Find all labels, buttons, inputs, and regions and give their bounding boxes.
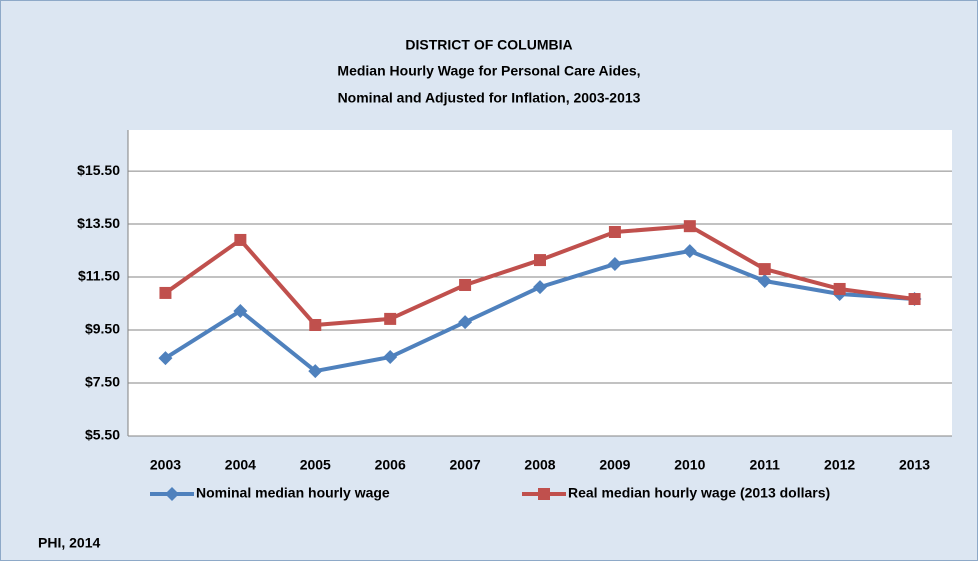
- y-tick-label: $7.50: [85, 374, 120, 390]
- y-tick-label: $11.50: [78, 268, 120, 284]
- data-point: [459, 278, 472, 291]
- data-point: [234, 233, 247, 246]
- data-point: [309, 318, 322, 331]
- chart-title: DISTRICT OF COLUMBIA: [405, 37, 572, 53]
- x-tick-label: 2011: [750, 457, 781, 473]
- data-point: [607, 257, 622, 272]
- data-point: [908, 293, 921, 306]
- x-tick-label: 2007: [450, 457, 481, 473]
- x-tick-label: 2010: [674, 457, 705, 473]
- x-tick-label: 2013: [899, 457, 930, 473]
- x-tick-label: 2012: [824, 457, 855, 473]
- data-point: [833, 282, 846, 295]
- data-point: [233, 303, 248, 318]
- x-tick-label: 2003: [150, 457, 181, 473]
- x-tick-label: 2006: [375, 457, 406, 473]
- data-point: [458, 315, 473, 330]
- source-note: PHI, 2014: [38, 535, 100, 551]
- data-point: [608, 226, 621, 238]
- chart-title: Nominal and Adjusted for Inflation, 2003…: [338, 90, 641, 106]
- legend-marker: [165, 487, 179, 501]
- data-point: [159, 286, 172, 299]
- data-point: [683, 220, 696, 233]
- data-point: [533, 280, 547, 295]
- legend-marker: [538, 488, 550, 500]
- data-point: [308, 364, 323, 379]
- y-tick-label: $5.50: [85, 427, 120, 443]
- data-point: [383, 350, 398, 365]
- data-point: [757, 274, 772, 289]
- data-point: [384, 312, 397, 325]
- data-point: [158, 351, 173, 366]
- legend-label: Real median hourly wage (2013 dollars): [568, 485, 830, 501]
- y-tick-label: $15.50: [77, 162, 120, 178]
- data-point: [758, 263, 771, 276]
- x-tick-label: 2005: [300, 457, 331, 473]
- x-tick-label: 2009: [599, 457, 630, 473]
- x-tick-label: 2004: [225, 457, 256, 473]
- y-tick-label: $13.50: [77, 215, 120, 231]
- data-point: [534, 254, 546, 267]
- legend-label: Nominal median hourly wage: [196, 485, 390, 501]
- chart-title: Median Hourly Wage for Personal Care Aid…: [337, 63, 640, 79]
- x-tick-label: 2008: [524, 457, 555, 473]
- y-tick-label: $9.50: [85, 321, 120, 337]
- data-point: [682, 244, 697, 259]
